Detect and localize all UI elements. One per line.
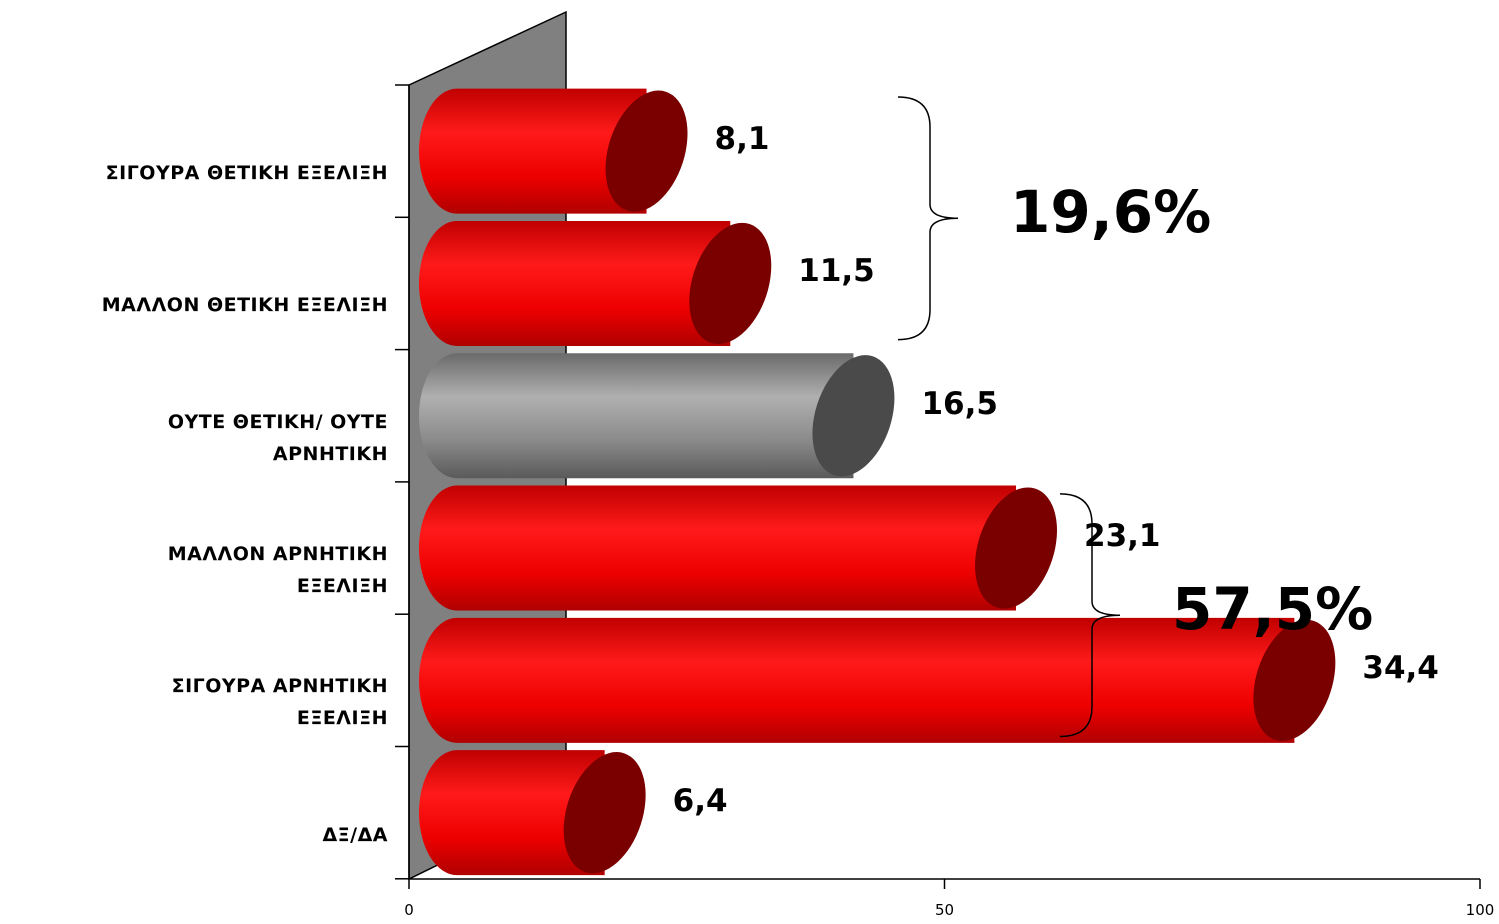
- category-label-line: ΑΡΝΗΤΙΚΗ: [272, 442, 388, 465]
- bar-cap: [605, 90, 688, 212]
- bar-cap: [975, 487, 1057, 609]
- x-tick-label: 100: [1465, 901, 1495, 919]
- bar-body: [419, 750, 605, 876]
- value-label: 8,1: [714, 121, 770, 158]
- category-label: ΣΙΓΟΥΡΑ ΘΕΤΙΚΗ ΕΞΕΛΙΞΗ: [8, 157, 388, 189]
- category-label: ΟΥΤΕ ΘΕΤΙΚΗ/ ΟΥΤΕ ΑΡΝΗΤΙΚΗ: [8, 406, 388, 470]
- category-label: ΜΑΛΛΟΝ ΑΡΝΗΤΙΚΗ ΕΞΕΛΙΞΗ: [8, 538, 388, 602]
- value-label: 23,1: [1084, 518, 1161, 555]
- bar-cap: [812, 355, 895, 477]
- category-label: ΜΑΛΛΟΝ ΘΕΤΙΚΗ ΕΞΕΛΙΞΗ: [8, 289, 388, 321]
- category-label-line: ΜΑΛΛΟΝ ΘΕΤΙΚΗ ΕΞΕΛΙΞΗ: [101, 294, 388, 317]
- bar-body: [419, 485, 1017, 611]
- category-label-line: ΜΑΛΛΟΝ ΑΡΝΗΤΙΚΗ: [167, 543, 388, 566]
- bar-cap: [1253, 619, 1336, 741]
- bar-body: [419, 88, 647, 214]
- group-brace: [1059, 493, 1121, 738]
- category-label-line: ΔΞ/ΔΑ: [322, 823, 388, 846]
- value-label: 16,5: [921, 385, 998, 422]
- x-tick-label: 0: [404, 901, 414, 919]
- category-label-line: ΟΥΤΕ ΘΕΤΙΚΗ/ ΟΥΤΕ: [167, 410, 388, 433]
- bar-body: [418, 220, 731, 346]
- bar-body: [419, 617, 1295, 743]
- bar: [419, 88, 688, 214]
- group-total-label: 19,6%: [1010, 178, 1212, 247]
- bar: [419, 617, 1336, 743]
- value-label: 34,4: [1362, 650, 1439, 687]
- group-brace: [897, 96, 959, 341]
- value-label: 11,5: [798, 253, 875, 290]
- bar: [419, 485, 1057, 611]
- category-label-line: ΕΞΕΛΙΞΗ: [296, 707, 388, 730]
- category-label-line: ΕΞΕΛΙΞΗ: [296, 575, 388, 598]
- bar-body: [419, 353, 854, 479]
- category-label-line: ΣΙΓΟΥΡΑ ΘΕΤΙΚΗ ΕΞΕΛΙΞΗ: [105, 162, 388, 185]
- bar: [419, 353, 895, 479]
- category-label-line: ΣΙΓΟΥΡΑ ΑΡΝΗΤΙΚΗ: [171, 675, 388, 698]
- bar: [419, 750, 646, 876]
- group-total-label: 57,5%: [1172, 575, 1374, 644]
- category-label: ΔΞ/ΔΑ: [8, 819, 388, 851]
- bar-cap: [689, 222, 772, 345]
- category-label: ΣΙΓΟΥΡΑ ΑΡΝΗΤΙΚΗ ΕΞΕΛΙΞΗ: [8, 670, 388, 734]
- x-tick-label: 50: [934, 901, 955, 919]
- bar-cap: [563, 752, 646, 874]
- value-label: 6,4: [672, 782, 728, 819]
- bar: [418, 220, 772, 346]
